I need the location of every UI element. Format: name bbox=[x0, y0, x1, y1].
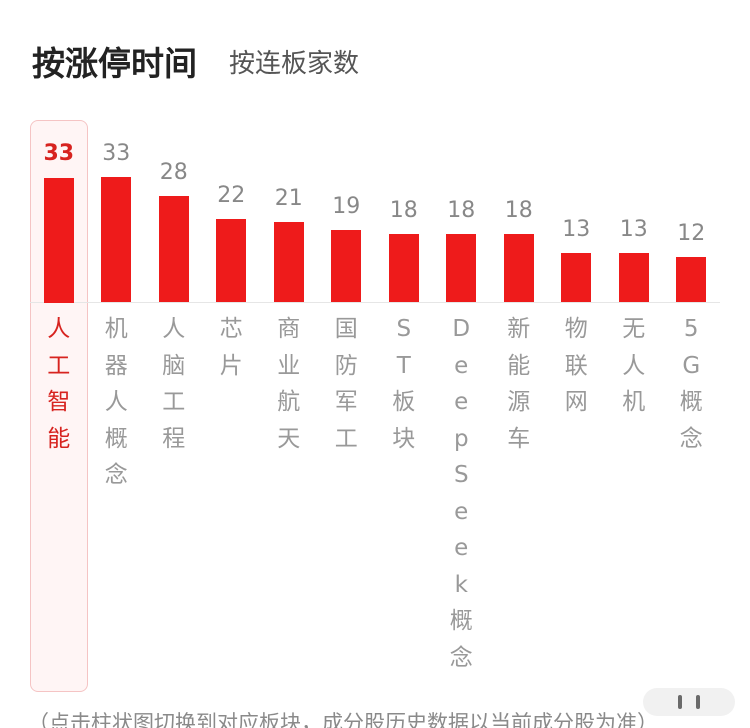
bar[interactable] bbox=[331, 230, 362, 302]
more-icon-bar bbox=[696, 695, 700, 709]
bar-value-label: 13 bbox=[619, 216, 648, 242]
category-label-wrapper: 芯片 bbox=[203, 311, 261, 384]
category-label-wrapper: 5G概念 bbox=[663, 311, 721, 457]
category-label-wrapper: 物联网 bbox=[548, 311, 606, 421]
sector-bar-chart: 33 人工智能 33 机器人概念 28 人脑工程 22 芯片 21 商业航天 19 国防军工 18 ST板… bbox=[30, 120, 720, 692]
bar-value-label: 19 bbox=[332, 194, 361, 220]
bar-column[interactable]: 12 5G概念 bbox=[663, 120, 721, 692]
category-label: 芯片 bbox=[219, 316, 243, 379]
bar[interactable] bbox=[388, 233, 419, 302]
category-label-wrapper: 新能源车 bbox=[490, 311, 548, 457]
bar[interactable] bbox=[216, 218, 247, 302]
bar-column[interactable]: 22 芯片 bbox=[203, 120, 261, 692]
sort-tabs: 按涨停时间 按连板家数 bbox=[32, 38, 359, 84]
bar-value-label: 33 bbox=[43, 141, 75, 166]
bar-value-label: 22 bbox=[217, 182, 246, 208]
bar[interactable] bbox=[101, 177, 132, 302]
bar[interactable] bbox=[446, 233, 477, 302]
bar-column[interactable]: 13 无人机 bbox=[605, 120, 663, 692]
category-label-wrapper: 人脑工程 bbox=[145, 311, 203, 457]
bar-value-label: 13 bbox=[562, 216, 591, 242]
bar-column[interactable]: 18 DeepSeek概念 bbox=[433, 120, 491, 692]
bar[interactable] bbox=[43, 178, 74, 303]
category-label: 国防军工 bbox=[334, 316, 358, 452]
category-label: 物联网 bbox=[564, 316, 588, 415]
bar-column[interactable]: 18 新能源车 bbox=[490, 120, 548, 692]
bar[interactable] bbox=[273, 222, 304, 302]
category-label-wrapper: 人工智能 bbox=[31, 311, 87, 457]
bar-column[interactable]: 21 商业航天 bbox=[260, 120, 318, 692]
category-label-wrapper: 机器人概念 bbox=[88, 311, 146, 494]
category-label: 人工智能 bbox=[47, 316, 71, 452]
category-label-wrapper: 无人机 bbox=[605, 311, 663, 421]
more-icon-bar bbox=[678, 695, 682, 709]
bar[interactable] bbox=[503, 233, 534, 302]
bar[interactable] bbox=[676, 256, 707, 302]
category-label: 商业航天 bbox=[277, 316, 301, 452]
bar-value-label: 21 bbox=[274, 186, 303, 212]
category-label: 新能源车 bbox=[507, 316, 531, 452]
bar-column[interactable]: 33 人工智能 bbox=[30, 120, 88, 692]
bar-column[interactable]: 28 人脑工程 bbox=[145, 120, 203, 692]
category-label: 人脑工程 bbox=[162, 316, 186, 452]
bar-column[interactable]: 19 国防军工 bbox=[318, 120, 376, 692]
category-label-wrapper: 国防军工 bbox=[318, 311, 376, 457]
more-icon[interactable] bbox=[643, 688, 735, 716]
bar[interactable] bbox=[618, 252, 649, 302]
bar[interactable] bbox=[158, 195, 189, 302]
category-label: 机器人概念 bbox=[104, 316, 128, 488]
tab-by-limit-up-time[interactable]: 按涨停时间 bbox=[32, 44, 197, 83]
category-label-wrapper: ST板块 bbox=[375, 311, 433, 457]
bar-column[interactable]: 33 机器人概念 bbox=[88, 120, 146, 692]
bar-column[interactable]: 18 ST板块 bbox=[375, 120, 433, 692]
category-label-wrapper: DeepSeek概念 bbox=[433, 311, 491, 676]
category-label: ST板块 bbox=[392, 316, 416, 452]
bar-value-label: 18 bbox=[447, 197, 476, 223]
bar-value-label: 12 bbox=[677, 220, 706, 246]
bar-value-label: 28 bbox=[159, 159, 188, 185]
category-label: DeepSeek概念 bbox=[449, 316, 473, 671]
bar[interactable] bbox=[561, 252, 592, 302]
chart-hint-text: （点击柱状图切换到对应板块，成分股历史数据以当前成分股为准） bbox=[28, 712, 658, 728]
category-label: 无人机 bbox=[622, 316, 646, 415]
bar-value-label: 33 bbox=[102, 141, 131, 166]
category-label: 5G概念 bbox=[679, 316, 703, 452]
category-label-wrapper: 商业航天 bbox=[260, 311, 318, 457]
bar-value-label: 18 bbox=[389, 197, 418, 223]
bar-column[interactable]: 13 物联网 bbox=[548, 120, 606, 692]
bar-value-label: 18 bbox=[504, 197, 533, 223]
tab-by-consecutive-boards[interactable]: 按连板家数 bbox=[229, 48, 360, 79]
chart-baseline bbox=[30, 302, 720, 303]
